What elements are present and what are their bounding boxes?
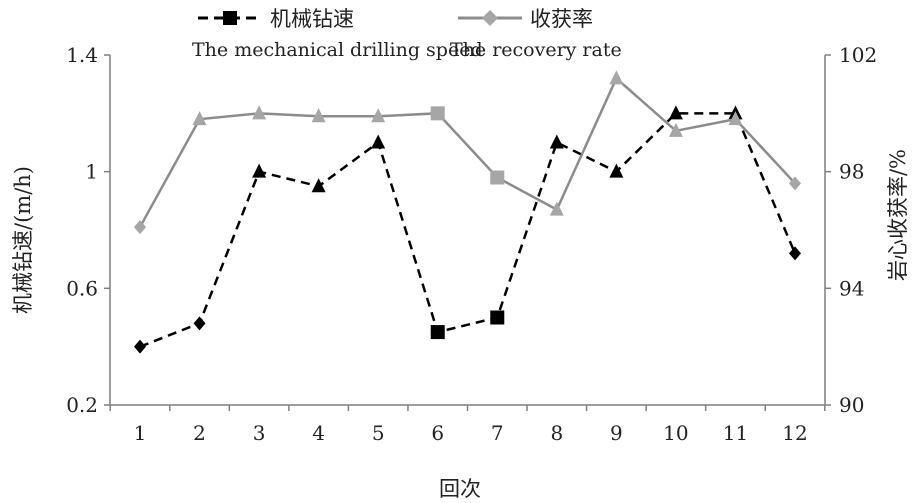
series-0-point bbox=[311, 178, 326, 193]
right-tick-label: 98 bbox=[839, 160, 864, 184]
x-axis-title: 回次 bbox=[439, 477, 481, 501]
legend-recovery-marker bbox=[482, 10, 498, 26]
x-tick-label: 9 bbox=[610, 421, 623, 445]
series-1-point bbox=[549, 201, 564, 216]
left-tick-label: 1 bbox=[85, 160, 98, 184]
series-0-point bbox=[193, 316, 206, 331]
left-tick-label: 1.4 bbox=[66, 43, 98, 67]
series-0-point bbox=[430, 325, 445, 340]
right-tick-label: 102 bbox=[839, 43, 877, 67]
x-tick-label: 3 bbox=[253, 421, 266, 445]
legend-drilling-label: 机械钻速 bbox=[270, 7, 354, 31]
x-tick-label: 4 bbox=[312, 421, 325, 445]
x-tick-label: 8 bbox=[550, 421, 563, 445]
series-0-point bbox=[668, 105, 683, 120]
left-tick-label: 0.2 bbox=[66, 393, 98, 417]
series-1-point bbox=[192, 111, 207, 126]
legend-drilling-marker bbox=[223, 11, 237, 25]
legend-drilling-label-en: The mechanical drilling speed bbox=[192, 39, 483, 61]
series-1-point bbox=[134, 220, 146, 235]
left-axis-title: 机械钻速/(m/h) bbox=[11, 166, 35, 314]
series-1-point bbox=[430, 106, 445, 121]
x-tick-label: 12 bbox=[782, 421, 807, 445]
series-0-line bbox=[139, 112, 797, 348]
legend-recovery-label-en: The recovery rate bbox=[450, 39, 622, 61]
legend-recovery-label: 收获率 bbox=[530, 7, 593, 31]
x-tick-label: 10 bbox=[663, 421, 688, 445]
series-1-point bbox=[668, 122, 683, 137]
x-tick-label: 7 bbox=[491, 421, 504, 445]
series-1-line bbox=[138, 76, 796, 228]
x-tick-label: 11 bbox=[723, 421, 748, 445]
series-1-point bbox=[728, 111, 743, 126]
right-axis-title: 岩心收获率/% bbox=[886, 149, 910, 281]
series-0-point bbox=[371, 134, 386, 149]
series-1-point bbox=[490, 170, 505, 185]
series-0-point bbox=[134, 339, 146, 354]
series-0-point bbox=[549, 134, 564, 149]
series-0-point bbox=[789, 246, 801, 261]
series-layer bbox=[134, 70, 801, 354]
series-1-point bbox=[609, 70, 624, 85]
series-1-point bbox=[789, 176, 801, 191]
x-tick-label: 2 bbox=[193, 421, 206, 445]
legend: 机械钻速 The mechanical drilling speed 收获率 T… bbox=[192, 7, 622, 61]
right-tick-label: 90 bbox=[839, 393, 864, 417]
series-1-point bbox=[252, 105, 267, 120]
series-0-point bbox=[252, 163, 267, 178]
series-0-point bbox=[490, 310, 505, 325]
series-0-point bbox=[609, 163, 624, 178]
x-tick-label: 5 bbox=[372, 421, 385, 445]
right-tick-label: 94 bbox=[839, 276, 864, 300]
x-tick-label: 6 bbox=[431, 421, 444, 445]
left-tick-label: 0.6 bbox=[66, 276, 98, 300]
series-1-point bbox=[371, 108, 386, 123]
series-1-point bbox=[311, 108, 326, 123]
x-tick-label: 1 bbox=[134, 421, 147, 445]
